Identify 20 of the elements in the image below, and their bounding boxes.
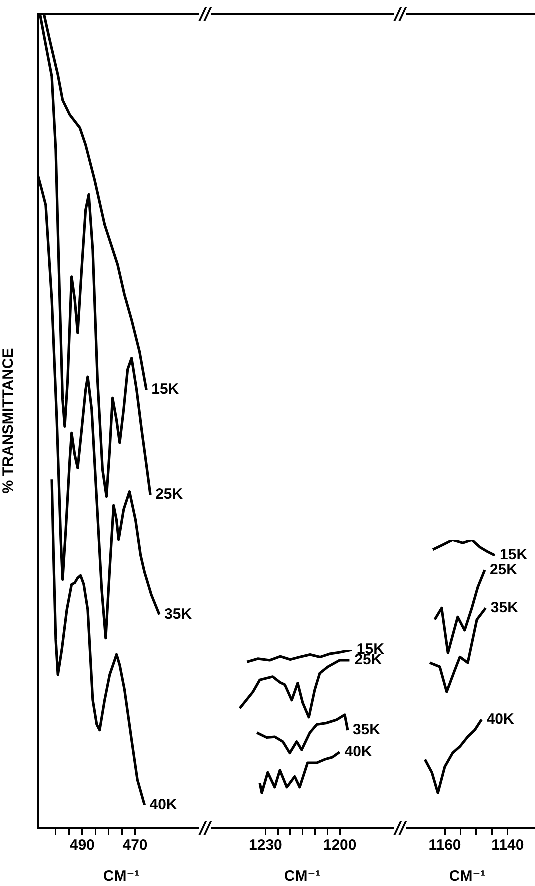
series-label: 35K (352, 722, 381, 739)
series-label: 15K (500, 546, 528, 564)
y-axis-title: % TRANSMITTANCE (0, 348, 18, 494)
series-label: 35K (164, 606, 192, 623)
x-tick-label: 1230 (249, 837, 282, 854)
series-label: 40K (150, 796, 178, 814)
x-tick-label: 1140 (492, 837, 524, 854)
series-label: 25K (490, 561, 518, 578)
series-label: 40K (344, 743, 372, 760)
x-tick-label: 470 (122, 837, 148, 854)
x-tick-label: 1160 (428, 837, 462, 854)
x-axis-title: CM⁻¹ (284, 868, 321, 886)
series-label: 35K (490, 599, 519, 616)
x-axis-title: CM⁻¹ (103, 868, 140, 886)
series-label: 40K (486, 710, 515, 728)
x-axis-title: CM⁻¹ (449, 868, 486, 886)
x-tick-label: 1200 (323, 837, 357, 854)
x-tick-label: 490 (70, 837, 95, 854)
series-label: 25K (156, 486, 184, 504)
series-label: 15K (152, 381, 180, 398)
